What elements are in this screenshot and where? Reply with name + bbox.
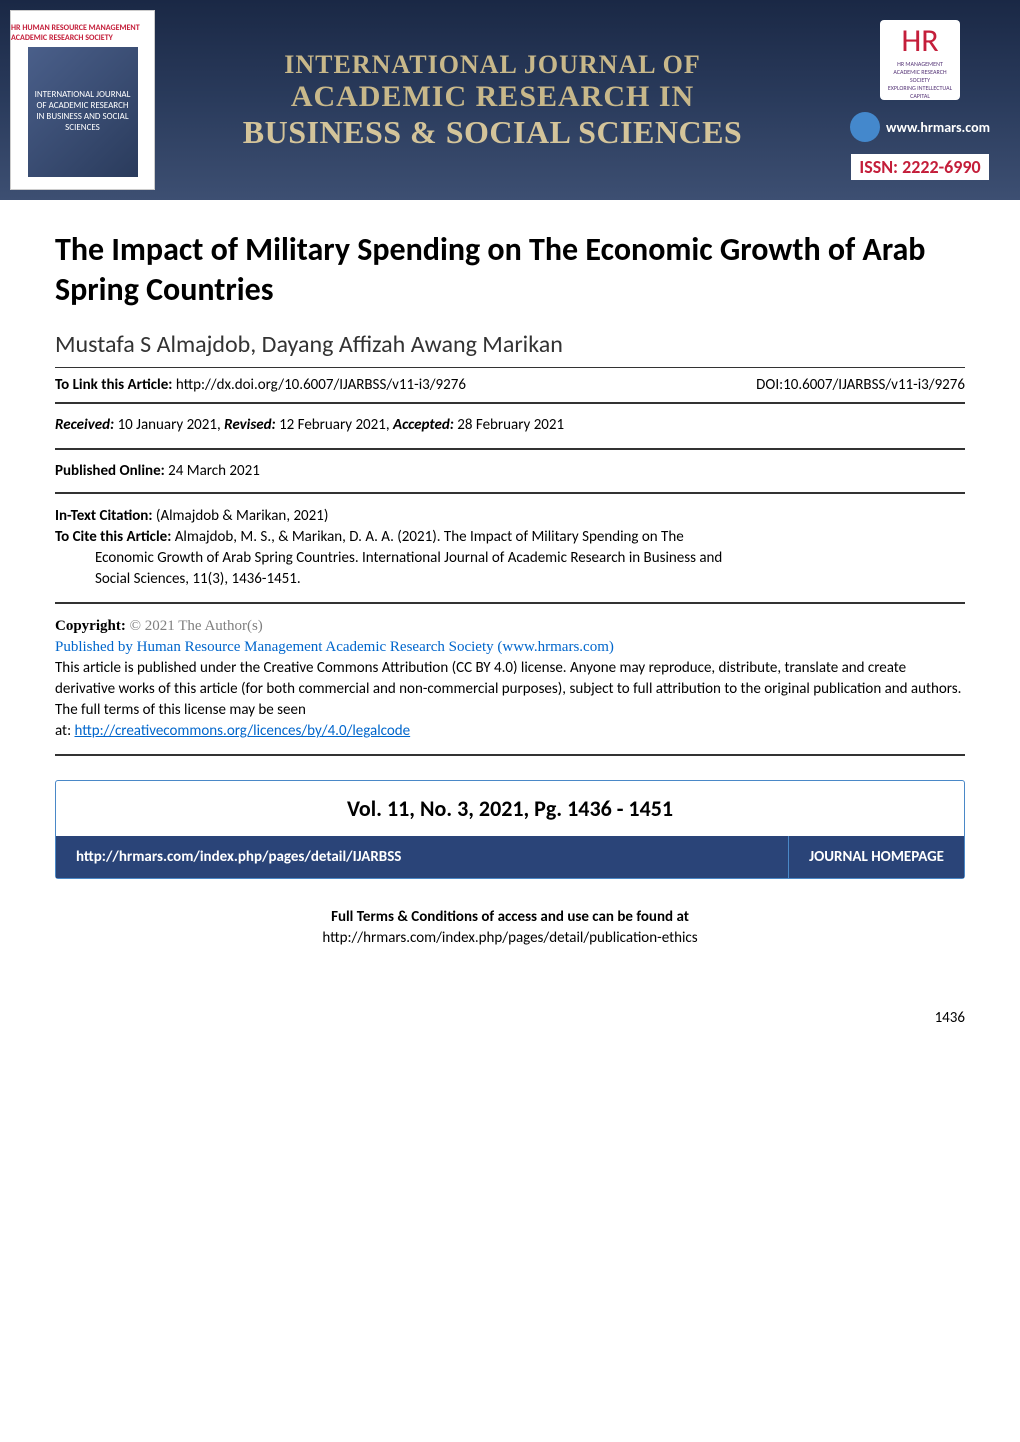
banner-title-area: INTERNATIONAL JOURNAL OF ACADEMIC RESEAR… xyxy=(165,50,820,151)
page-number: 1436 xyxy=(0,969,1020,1047)
banner-title-line1: INTERNATIONAL JOURNAL OF xyxy=(175,50,810,80)
cover-thumbnail-text: INTERNATIONAL JOURNAL OF ACADEMIC RESEAR… xyxy=(28,47,138,177)
issn-label: ISSN: 2222-6990 xyxy=(851,154,988,180)
citation-block: In-Text Citation: (Almajdob & Marikan, 2… xyxy=(55,494,965,604)
banner-title-line2: ACADEMIC RESEARCH IN xyxy=(175,80,810,114)
doi-value: DOI:10.6007/IJARBSS/v11-i3/9276 xyxy=(756,376,965,394)
homepage-row: http://hrmars.com/index.php/pages/detail… xyxy=(56,836,964,878)
accepted-label: Accepted: xyxy=(393,416,454,434)
article-content: The Impact of Military Spending on The E… xyxy=(0,200,1020,969)
copyright-year-author: © 2021 The Author(s) xyxy=(126,618,263,634)
hr-society-label: HR HUMAN RESOURCE MANAGEMENT ACADEMIC RE… xyxy=(11,23,154,43)
received-value: 10 January 2021, xyxy=(114,416,221,434)
copyright-publisher: Published by Human Resource Management A… xyxy=(55,637,965,658)
banner-url: www.hrmars.com xyxy=(886,119,990,136)
published-label: Published Online: xyxy=(55,462,165,480)
revised-label: Revised: xyxy=(224,416,276,434)
hr-icon: HR xyxy=(901,21,938,60)
journal-banner: HR HUMAN RESOURCE MANAGEMENT ACADEMIC RE… xyxy=(0,0,1020,200)
authors-line: Mustafa S Almajdob, Dayang Affizah Awang… xyxy=(55,330,965,359)
link-article-cell: To Link this Article: http://dx.doi.org/… xyxy=(55,376,466,394)
terms-url: http://hrmars.com/index.php/pages/detail… xyxy=(55,928,965,949)
copyright-body: This article is published under the Crea… xyxy=(55,658,965,721)
link-label: To Link this Article: xyxy=(55,376,172,394)
journal-homepage-label: JOURNAL HOMEPAGE xyxy=(788,836,964,878)
intext-value: (Almajdob & Marikan, 2021) xyxy=(153,507,329,525)
intext-label: In-Text Citation: xyxy=(55,507,153,525)
terms-block: Full Terms & Conditions of access and us… xyxy=(55,907,965,949)
volume-issue-pages: Vol. 11, No. 3, 2021, Pg. 1436 - 1451 xyxy=(56,781,964,836)
copyright-label: Copyright: xyxy=(55,618,126,634)
published-value: 24 March 2021 xyxy=(165,462,260,480)
terms-title: Full Terms & Conditions of access and us… xyxy=(55,907,965,928)
globe-icon xyxy=(850,112,880,142)
publisher-tagline: EXPLORING INTELLECTUAL CAPITAL xyxy=(884,84,956,100)
tocite-line3: Social Sciences, 11(3), 1436-1451. xyxy=(95,570,301,588)
cc-license-link[interactable]: http://creativecommons.org/licences/by/4… xyxy=(74,722,410,740)
published-row: Published Online: 24 March 2021 xyxy=(55,450,965,494)
dates-row: Received: 10 January 2021, Revised: 12 F… xyxy=(55,404,965,450)
received-label: Received: xyxy=(55,416,114,434)
article-title: The Impact of Military Spending on The E… xyxy=(55,230,965,310)
revised-value: 12 February 2021, xyxy=(276,416,390,434)
banner-right-block: HR HR MANAGEMENT ACADEMIC RESEARCH SOCIE… xyxy=(820,10,1020,190)
tocite-label: To Cite this Article: xyxy=(55,528,171,546)
banner-cover-thumbnail: HR HUMAN RESOURCE MANAGEMENT ACADEMIC RE… xyxy=(10,10,155,190)
tocite-line1: Almajdob, M. S., & Marikan, D. A. A. (20… xyxy=(171,528,683,546)
tocite-line2: Economic Growth of Arab Spring Countries… xyxy=(55,548,965,569)
link-url: http://dx.doi.org/10.6007/IJARBSS/v11-i3… xyxy=(176,376,466,394)
volume-box: Vol. 11, No. 3, 2021, Pg. 1436 - 1451 ht… xyxy=(55,780,965,879)
journal-homepage-url[interactable]: http://hrmars.com/index.php/pages/detail… xyxy=(56,836,788,878)
copyright-block: Copyright: © 2021 The Author(s) Publishe… xyxy=(55,604,965,756)
copyright-at-prefix: at: xyxy=(55,722,74,740)
publisher-logo-text: HR MANAGEMENT ACADEMIC RESEARCH SOCIETY xyxy=(884,60,956,84)
banner-title-line3: BUSINESS & SOCIAL SCIENCES xyxy=(175,114,810,151)
accepted-value: 28 February 2021 xyxy=(454,416,564,434)
publisher-logo: HR HR MANAGEMENT ACADEMIC RESEARCH SOCIE… xyxy=(880,20,960,100)
link-doi-row: To Link this Article: http://dx.doi.org/… xyxy=(55,367,965,404)
